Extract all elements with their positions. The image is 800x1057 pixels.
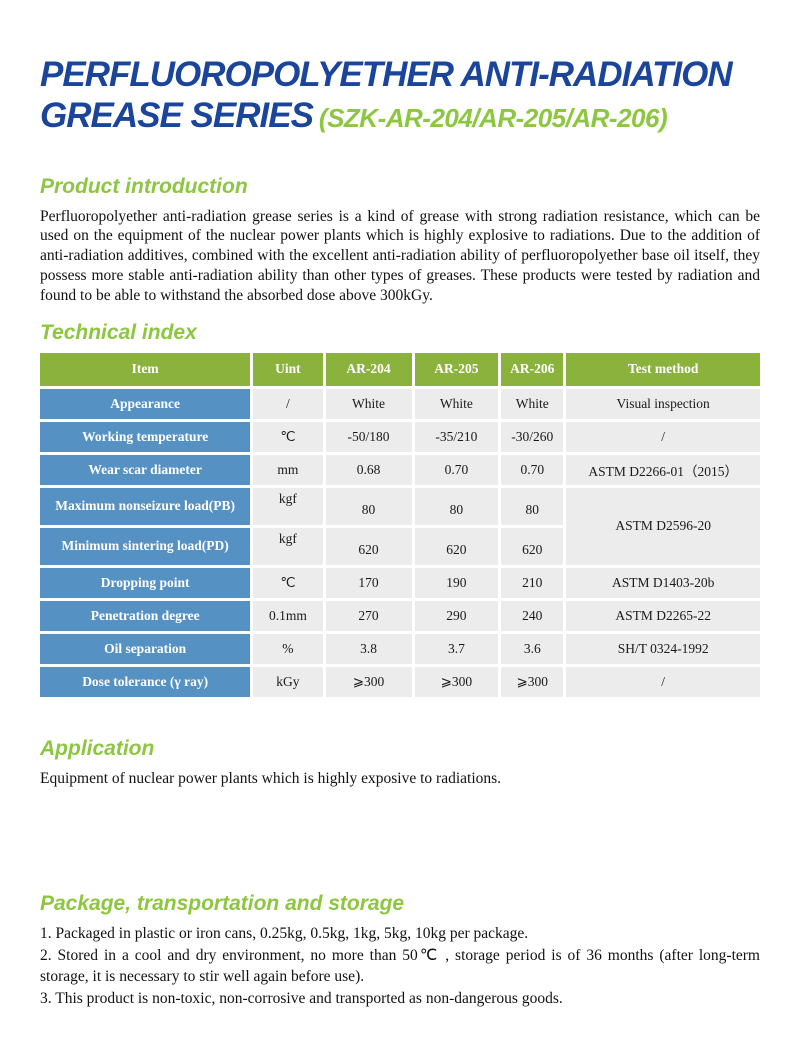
test-method-cell: ASTM D2266-01（2015） bbox=[563, 451, 763, 488]
table-header-cell: Test method bbox=[563, 349, 763, 389]
table-row: Working temperature ℃ -50/180 -35/210 -30/26… bbox=[36, 418, 763, 455]
table-row: Wear scar diameter mm 0.68 0.70 0.70 ASTM D22… bbox=[36, 451, 763, 488]
table-header-cell: AR-205 bbox=[411, 349, 502, 389]
value-cell: -50/180 bbox=[322, 418, 415, 455]
test-method-cell: Visual inspection bbox=[563, 385, 763, 422]
page-title-model-codes: (SZK-AR-204/AR-205/AR-206) bbox=[318, 103, 668, 134]
value-cell: 80 bbox=[322, 484, 415, 528]
test-method-cell: ASTM D2265-22 bbox=[563, 597, 763, 634]
section-heading-technical-index: Technical index bbox=[40, 320, 197, 344]
table-row: Penetration degree 0.1mm 270 290 240 ASTM D22… bbox=[36, 597, 763, 634]
page-title: PERFLUOROPOLYETHER ANTI-RADIATION GREASE… bbox=[40, 0, 760, 137]
table-header-cell: AR-206 bbox=[498, 349, 567, 389]
product-introduction-text: Perfluoropolyether anti-radiation grease… bbox=[40, 207, 760, 304]
value-cell: White bbox=[498, 385, 567, 422]
unit-cell: ℃ bbox=[250, 564, 326, 601]
value-cell: 3.8 bbox=[322, 630, 415, 667]
unit-cell: kgf bbox=[250, 484, 326, 528]
value-cell: 3.7 bbox=[411, 630, 502, 667]
unit-cell: ℃ bbox=[250, 418, 326, 455]
value-cell: 290 bbox=[411, 597, 502, 634]
section-heading-package: Package, transportation and storage bbox=[40, 892, 405, 916]
unit-cell: kGy bbox=[250, 663, 326, 700]
table-row: Oil separation% 3.8 3.7 3.6 SH/T 0324-1992 bbox=[36, 630, 763, 667]
page-title-line2-text: GREASE SERIES bbox=[40, 96, 314, 136]
value-cell: White bbox=[322, 385, 415, 422]
value-cell: 620 bbox=[411, 524, 502, 568]
table-header-cell: AR-204 bbox=[322, 349, 415, 389]
document-page: PERFLUOROPOLYETHER ANTI-RADIATION GREASE… bbox=[36, 0, 763, 1009]
test-method-cell: SH/T 0324-1992 bbox=[563, 630, 763, 667]
table-header-row: Item Uint AR-204 AR-205 AR-206 Test method bbox=[36, 349, 763, 389]
unit-cell: 0.1mm bbox=[250, 597, 326, 634]
value-cell: 0.70 bbox=[498, 451, 567, 488]
section-heading-application: Application bbox=[40, 736, 155, 760]
section-heading-product-introduction: Product introduction bbox=[40, 174, 248, 198]
table-body: Appearance / White White White Visual inspect… bbox=[36, 385, 763, 700]
unit-cell: mm bbox=[250, 451, 326, 488]
item-cell: Penetration degree bbox=[36, 597, 254, 634]
table-row: Appearance / White White White Visual inspect… bbox=[36, 385, 763, 422]
item-cell: Dose tolerance (γ ray) bbox=[36, 663, 254, 700]
package-list-item: 2. Stored in a cool and dry environment,… bbox=[40, 946, 760, 986]
item-cell: Oil separation bbox=[36, 630, 254, 667]
value-cell: 210 bbox=[498, 564, 567, 601]
value-cell: 190 bbox=[411, 564, 502, 601]
package-list-item: 3. This product is non-toxic, non-corros… bbox=[40, 989, 563, 1007]
value-cell: 170 bbox=[322, 564, 415, 601]
value-cell: 240 bbox=[498, 597, 567, 634]
table-row: Minimum sintering load(PD) kgf 620 620 620 bbox=[36, 524, 762, 568]
value-cell: 80 bbox=[411, 484, 502, 528]
unit-cell: kgf bbox=[250, 524, 326, 568]
unit-cell: / bbox=[250, 385, 326, 422]
item-cell: Appearance bbox=[36, 385, 254, 422]
table-row: Dose tolerance (γ ray) kGy ⩾300 ⩾300 ⩾300/ bbox=[36, 663, 763, 700]
table-header-cell: Item bbox=[36, 349, 254, 389]
test-method-cell: / bbox=[563, 418, 763, 455]
package-list-item: 1. Packaged in plastic or iron cans, 0.2… bbox=[40, 925, 529, 943]
table-header-cell: Uint bbox=[250, 349, 326, 389]
item-cell: Dropping point bbox=[36, 564, 254, 601]
value-cell: 0.70 bbox=[411, 451, 502, 488]
value-cell: 270 bbox=[322, 597, 415, 634]
test-method-cell: ASTM D2596-20 bbox=[563, 484, 763, 568]
table-row: Dropping point ℃ 170 190 210 ASTM D1403-20b bbox=[36, 564, 763, 601]
value-cell: 3.6 bbox=[498, 630, 567, 667]
value-cell: ⩾300 bbox=[498, 663, 567, 700]
application-text: Equipment of nuclear power plants which … bbox=[40, 769, 502, 787]
item-cell: Wear scar diameter bbox=[36, 451, 254, 488]
table-row: Maximum nonseizure load(PB) kgf 80 80 80 ASTM… bbox=[36, 484, 763, 568]
value-cell: ⩾300 bbox=[322, 663, 415, 700]
item-cell: Minimum sintering load(PD) bbox=[36, 524, 254, 568]
package-list: 1. Packaged in plastic or iron cans, 0.2… bbox=[40, 923, 760, 1009]
value-cell: 80 bbox=[498, 484, 567, 528]
table-head: Item Uint AR-204 AR-205 AR-206 Test method bbox=[36, 349, 763, 389]
item-cell: Working temperature bbox=[36, 418, 254, 455]
value-cell: White bbox=[411, 385, 502, 422]
page-title-line1: PERFLUOROPOLYETHER ANTI-RADIATION bbox=[40, 55, 733, 94]
value-cell: 0.68 bbox=[322, 451, 415, 488]
value-cell: 620 bbox=[322, 524, 415, 568]
test-method-cell: ASTM D1403-20b bbox=[563, 564, 763, 601]
unit-cell: % bbox=[250, 630, 326, 667]
technical-index-table: Item Uint AR-204 AR-205 AR-206 Test method Ap… bbox=[36, 349, 763, 700]
value-cell: ⩾300 bbox=[411, 663, 502, 700]
value-cell: 620 bbox=[498, 524, 567, 568]
value-cell: -30/260 bbox=[498, 418, 567, 455]
page-title-line2: GREASE SERIES (SZK-AR-204/AR-205/AR-206) bbox=[40, 95, 760, 136]
value-cell: -35/210 bbox=[411, 418, 502, 455]
test-method-cell: / bbox=[563, 663, 763, 700]
item-cell: Maximum nonseizure load(PB) bbox=[36, 484, 254, 528]
